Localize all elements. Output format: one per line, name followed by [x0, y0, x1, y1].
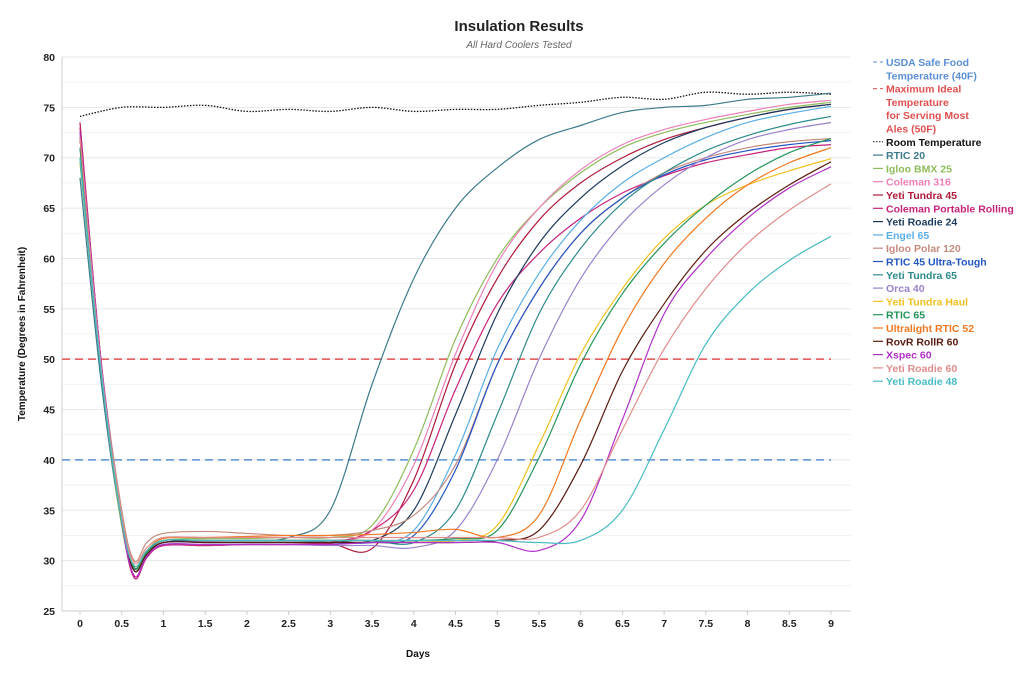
legend-label: USDA Safe Food [886, 57, 969, 69]
x-tick-label: 0 [77, 618, 83, 630]
x-tick-label: 1 [161, 618, 167, 630]
series-line [79, 103, 832, 580]
x-tick-label: 7 [661, 618, 667, 630]
series-line [79, 137, 832, 568]
legend-label: RTIC 20 [886, 150, 925, 162]
x-tick-label: 5.5 [532, 618, 547, 630]
x-axis-label: Days [406, 649, 430, 660]
legend-label: Xspec 60 [886, 350, 932, 362]
legend-label: Yeti Roadie 60 [886, 363, 957, 375]
chart-subtitle: All Hard Coolers Tested [465, 40, 572, 51]
y-tick-label: 80 [43, 52, 55, 64]
x-tick-label: 2 [244, 618, 250, 630]
y-axis-label: Temperature (Degrees in Fahrenheit) [17, 247, 28, 421]
legend-label: Ultralight RTIC 52 [886, 323, 974, 335]
y-tick-label: 60 [43, 253, 55, 265]
x-tick-label: 6 [578, 618, 584, 630]
y-tick-label: 55 [43, 304, 55, 316]
legend-label: Room Temperature [886, 137, 982, 149]
series-line-room-temperature [79, 91, 832, 118]
legend-label: Yeti Roadie 24 [886, 217, 957, 229]
legend-label: Engel 65 [886, 230, 929, 242]
y-tick-label: 40 [43, 455, 55, 467]
y-tick-label: 30 [43, 556, 55, 568]
x-tick-label: 7.5 [699, 618, 714, 630]
legend-label: Ales (50F) [886, 124, 936, 136]
legend-label: Coleman Portable Rolling [886, 203, 1014, 215]
legend-label: Yeti Tundra 65 [886, 270, 957, 282]
x-tick-label: 6.5 [615, 618, 630, 630]
legend-label: Temperature [886, 97, 949, 109]
y-tick-label: 35 [43, 505, 55, 517]
y-tick-label: 75 [43, 102, 55, 114]
x-tick-label: 8 [745, 618, 751, 630]
y-tick-label: 70 [43, 153, 55, 165]
legend-label: RTIC 65 [886, 310, 925, 322]
legend-label: Orca 40 [886, 283, 925, 295]
series-line [79, 92, 832, 571]
y-tick-label: 45 [43, 405, 55, 417]
legend-label: Yeti Roadie 48 [886, 376, 957, 388]
x-tick-label: 3.5 [365, 618, 380, 630]
legend-label: Yeti Tundra Haul [886, 296, 968, 308]
x-tick-label: 5 [494, 618, 500, 630]
legend-label: Coleman 316 [886, 177, 951, 189]
series-line [79, 101, 832, 573]
legend-label: RovR RollR 60 [886, 336, 959, 348]
series-line [79, 157, 832, 568]
legend-label: Igloo Polar 120 [886, 243, 961, 255]
x-tick-label: 8.5 [782, 618, 797, 630]
x-tick-label: 9 [828, 618, 834, 630]
x-tick-label: 0.5 [114, 618, 129, 630]
chart-title: Insulation Results [454, 18, 583, 35]
legend-label: Igloo BMX 25 [886, 163, 952, 175]
series-line [79, 115, 832, 568]
x-tick-label: 2.5 [281, 618, 296, 630]
series-line [79, 137, 832, 563]
legend-label: Temperature (40F) [886, 70, 977, 82]
series-line [79, 137, 832, 565]
x-tick-label: 4 [411, 618, 417, 630]
y-tick-label: 50 [43, 354, 55, 366]
legend-label: for Serving Most [886, 110, 969, 122]
series-line [79, 121, 832, 573]
series-line [79, 132, 832, 578]
y-tick-label: 65 [43, 203, 55, 215]
y-tick-label: 25 [43, 606, 55, 618]
x-tick-label: 3 [327, 618, 333, 630]
x-tick-label: 1.5 [198, 618, 213, 630]
legend-label: Maximum Ideal [886, 84, 961, 96]
legend-label: RTIC 45 Ultra-Tough [886, 257, 987, 269]
legend-label: Yeti Tundra 45 [886, 190, 957, 202]
x-tick-label: 4.5 [448, 618, 463, 630]
